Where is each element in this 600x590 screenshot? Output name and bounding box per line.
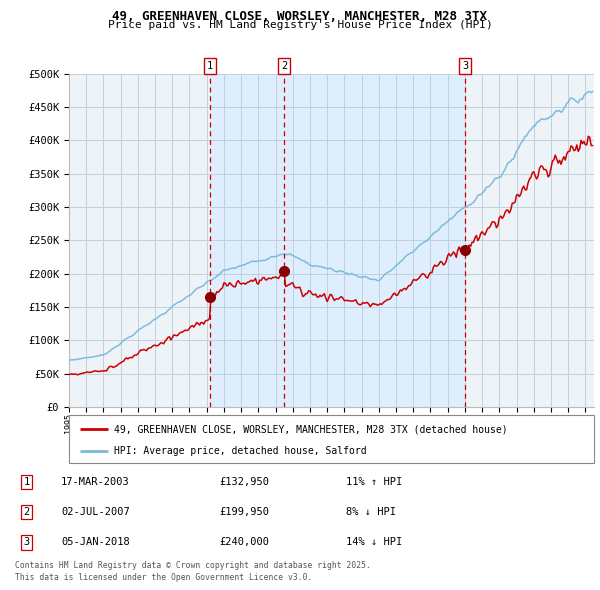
Text: HPI: Average price, detached house, Salford: HPI: Average price, detached house, Salf… — [113, 446, 366, 456]
Text: 8% ↓ HPI: 8% ↓ HPI — [346, 507, 396, 517]
Text: 1: 1 — [23, 477, 29, 487]
Text: 11% ↑ HPI: 11% ↑ HPI — [346, 477, 403, 487]
Text: 3: 3 — [462, 61, 468, 71]
Text: 14% ↓ HPI: 14% ↓ HPI — [346, 537, 403, 547]
Text: 49, GREENHAVEN CLOSE, WORSLEY, MANCHESTER, M28 3TX: 49, GREENHAVEN CLOSE, WORSLEY, MANCHESTE… — [113, 10, 487, 23]
Bar — [284, 74, 465, 407]
Text: Price paid vs. HM Land Registry's House Price Index (HPI): Price paid vs. HM Land Registry's House … — [107, 20, 493, 30]
Text: 49, GREENHAVEN CLOSE, WORSLEY, MANCHESTER, M28 3TX (detached house): 49, GREENHAVEN CLOSE, WORSLEY, MANCHESTE… — [113, 424, 507, 434]
Text: 3: 3 — [23, 537, 29, 547]
Text: This data is licensed under the Open Government Licence v3.0.: This data is licensed under the Open Gov… — [15, 573, 313, 582]
Text: 05-JAN-2018: 05-JAN-2018 — [61, 537, 130, 547]
Text: 2: 2 — [281, 61, 287, 71]
Text: 2: 2 — [23, 507, 29, 517]
Text: £240,000: £240,000 — [220, 537, 269, 547]
Bar — [211, 74, 284, 407]
Text: £199,950: £199,950 — [220, 507, 269, 517]
Text: 17-MAR-2003: 17-MAR-2003 — [61, 477, 130, 487]
Text: Contains HM Land Registry data © Crown copyright and database right 2025.: Contains HM Land Registry data © Crown c… — [15, 560, 371, 569]
Text: £132,950: £132,950 — [220, 477, 269, 487]
Text: 02-JUL-2007: 02-JUL-2007 — [61, 507, 130, 517]
Text: 1: 1 — [207, 61, 214, 71]
